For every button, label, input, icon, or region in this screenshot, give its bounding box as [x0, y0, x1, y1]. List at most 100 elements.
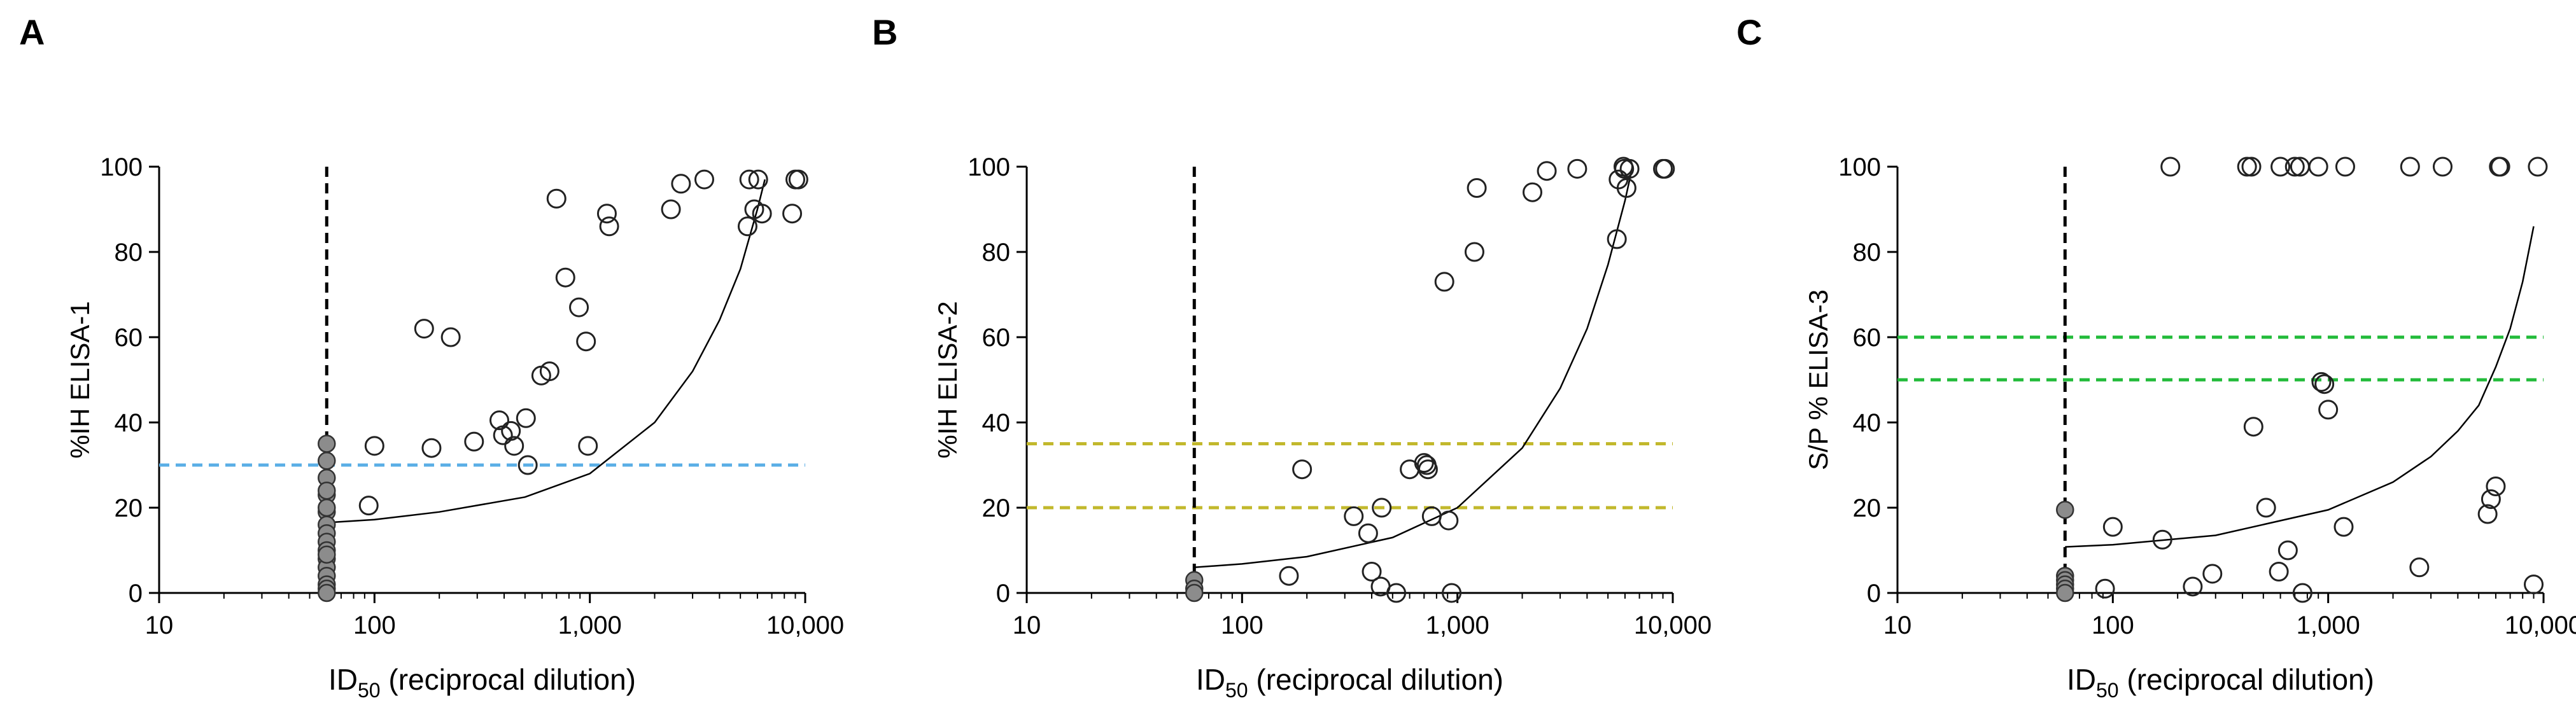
fit-curve	[327, 179, 766, 524]
data-point-open	[576, 331, 596, 352]
chart-panel-b: 0 20 40 60 80 100 10 100 1,000 10,000 %IH ELISA-2 I…	[933, 153, 1712, 702]
data-point-open	[421, 438, 442, 458]
data-point-open	[1442, 583, 1462, 603]
x-axis-label-main: ID	[1196, 663, 1225, 696]
data-point-open	[1614, 158, 1635, 179]
data-point-open	[1619, 158, 1640, 179]
data-point-open	[1607, 229, 1627, 249]
x-axis-label-main: ID	[328, 663, 358, 696]
data-point-open	[2183, 576, 2203, 597]
y-axis-label: %IH ELISA-2	[933, 301, 962, 458]
data-point-open	[2277, 540, 2298, 560]
data-point-open	[1537, 161, 1557, 181]
data-point-open	[517, 455, 538, 475]
x-axis-label-rest: (reciprocal dilution)	[2119, 663, 2374, 696]
x-axis-label: ID50 (reciprocal dilution)	[328, 663, 636, 702]
data-point-open	[2160, 157, 2181, 177]
data-point-open	[671, 174, 691, 194]
data-point-open	[501, 421, 521, 441]
data-point-open	[2308, 157, 2328, 177]
data-point-open	[661, 199, 681, 219]
data-point-open	[1567, 158, 1587, 179]
x-axis-label: ID50 (reciprocal dilution)	[2067, 663, 2374, 702]
data-point-open	[2489, 157, 2509, 177]
data-point-open	[1434, 272, 1454, 292]
y-tick-label: 20	[982, 494, 1011, 522]
data-point-open	[2318, 400, 2339, 420]
data-point-open	[516, 408, 536, 428]
data-point-open	[1372, 498, 1392, 518]
data-point-open	[2237, 157, 2257, 177]
data-point-open	[555, 267, 575, 288]
x-tick-label: 10	[1883, 611, 1912, 639]
data-point-filled	[318, 545, 336, 564]
y-tick-label: 0	[129, 580, 143, 608]
data-point-open	[782, 204, 803, 224]
data-point-open	[364, 436, 384, 456]
data-point-open	[569, 297, 589, 317]
data-point-open	[2095, 578, 2115, 599]
y-tick-label: 80	[1853, 239, 1882, 267]
data-point-open	[2409, 557, 2430, 578]
y-tick-label: 80	[115, 239, 143, 267]
x-axis-label-subscript: 50	[358, 679, 381, 702]
data-point-open	[1386, 583, 1407, 603]
x-tick-label: 100	[1221, 611, 1263, 639]
x-axis-label-rest: (reciprocal dilution)	[381, 663, 636, 696]
data-point-open	[578, 436, 598, 456]
data-point-open	[2102, 517, 2123, 537]
data-point-open	[2314, 374, 2335, 394]
y-tick-label: 40	[115, 409, 143, 437]
panel-label-b: B	[872, 12, 898, 52]
x-tick-label: 100	[2092, 611, 2134, 639]
y-tick-label: 40	[982, 409, 1011, 437]
data-point-open	[2292, 583, 2312, 603]
data-point-open	[2311, 372, 2332, 392]
fit-curve	[2065, 226, 2535, 548]
data-point-open	[2241, 157, 2262, 177]
data-point-open	[1655, 158, 1675, 179]
panel-label-c: C	[1736, 12, 1763, 52]
data-point-filled	[318, 452, 336, 470]
data-point-open	[2335, 157, 2355, 177]
data-point-open	[464, 431, 484, 452]
data-point-open	[2333, 517, 2354, 537]
data-point-filled	[318, 435, 336, 453]
data-point-filled	[318, 481, 336, 500]
data-point-open	[752, 204, 772, 224]
x-tick-label: 10,000	[766, 611, 844, 639]
x-tick-label: 10,000	[1634, 611, 1712, 639]
panel-label-a: A	[19, 12, 45, 52]
x-axis-label-rest: (reciprocal dilution)	[1248, 663, 1503, 696]
data-point-open	[2432, 157, 2453, 177]
data-point-open	[1616, 178, 1636, 198]
x-tick-label: 1,000	[1426, 611, 1489, 639]
data-point-open	[546, 188, 567, 209]
data-point-open	[2524, 574, 2544, 595]
data-point-open	[504, 436, 524, 456]
data-point-open	[539, 361, 560, 382]
data-point-open	[596, 204, 617, 224]
x-tick-label: 10,000	[2505, 611, 2576, 639]
x-axis-label-main: ID	[2067, 663, 2096, 696]
data-point-open	[2400, 157, 2420, 177]
y-tick-label: 100	[968, 153, 1010, 181]
x-axis-label: ID50 (reciprocal dilution)	[1196, 663, 1503, 702]
y-axis-label: %IH ELISA-1	[65, 301, 95, 458]
data-point-open	[739, 169, 759, 190]
y-tick-label: 100	[1838, 153, 1881, 181]
data-point-open	[1439, 510, 1459, 531]
y-tick-label: 100	[100, 153, 143, 181]
data-point-open	[2481, 489, 2501, 510]
y-tick-label: 60	[115, 324, 143, 352]
y-tick-label: 40	[1853, 409, 1882, 437]
data-point-open	[2269, 562, 2289, 581]
data-point-filled	[2056, 501, 2074, 519]
data-point-open	[489, 410, 509, 431]
y-tick-label: 60	[1853, 324, 1882, 352]
chart-panel-c: 0 20 40 60 80 100 10 100 1,000 10,000 S/P % ELISA-…	[1803, 153, 2576, 702]
data-point-open	[2284, 157, 2305, 177]
x-axis-label-subscript: 50	[1225, 679, 1248, 702]
y-tick-label: 20	[1853, 494, 1882, 522]
